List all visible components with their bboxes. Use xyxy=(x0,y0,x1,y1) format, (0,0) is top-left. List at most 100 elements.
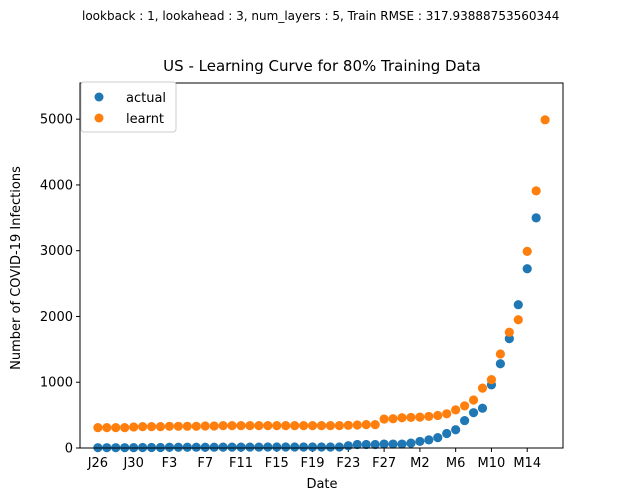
point-actual xyxy=(406,438,416,448)
point-actual xyxy=(513,300,523,310)
legend-box xyxy=(80,81,177,133)
point-actual xyxy=(379,439,389,449)
point-actual xyxy=(370,439,380,450)
point-learnt xyxy=(307,421,318,431)
chart-title: US - Learning Curve for 80% Training Dat… xyxy=(163,57,481,75)
point-actual xyxy=(182,442,192,452)
figure-suptitle: lookback : 1, lookahead : 3, num_layers … xyxy=(82,9,560,23)
point-learnt xyxy=(182,421,192,431)
y-tick-label: 0 xyxy=(65,442,73,457)
point-actual xyxy=(138,442,148,453)
point-learnt xyxy=(155,422,166,432)
point-actual xyxy=(164,442,175,452)
x-tick-label: F23 xyxy=(336,456,360,471)
point-learnt xyxy=(120,423,130,433)
point-learnt xyxy=(209,421,219,431)
point-learnt xyxy=(433,410,443,421)
point-learnt xyxy=(245,421,255,431)
point-learnt xyxy=(173,421,183,431)
point-learnt xyxy=(388,414,398,424)
x-tick-label: F3 xyxy=(162,456,178,471)
point-learnt xyxy=(218,421,228,431)
point-actual xyxy=(531,213,541,223)
y-tick-label: 1000 xyxy=(40,376,73,391)
point-actual xyxy=(468,408,479,418)
point-learnt xyxy=(352,420,362,430)
point-learnt xyxy=(111,423,121,433)
point-learnt xyxy=(93,423,103,433)
point-actual xyxy=(307,442,318,452)
point-learnt xyxy=(236,421,246,431)
y-tick-label: 5000 xyxy=(40,113,73,128)
point-learnt xyxy=(522,246,532,256)
x-tick-label: F7 xyxy=(197,456,213,471)
point-actual xyxy=(495,359,505,369)
point-learnt xyxy=(281,421,291,431)
point-actual xyxy=(290,442,300,452)
point-actual xyxy=(227,442,237,452)
point-learnt xyxy=(531,186,541,196)
point-actual xyxy=(442,428,452,439)
legend: actual learnt xyxy=(80,81,177,133)
point-actual xyxy=(218,442,228,452)
point-actual xyxy=(236,442,246,452)
legend-label-actual: actual xyxy=(126,91,166,106)
point-learnt xyxy=(299,421,309,431)
point-actual xyxy=(325,442,336,452)
x-tick-label: F15 xyxy=(265,456,289,471)
point-learnt xyxy=(406,412,416,423)
point-learnt xyxy=(442,409,452,419)
point-actual xyxy=(146,442,157,453)
y-tick-label: 4000 xyxy=(40,178,73,193)
point-learnt xyxy=(272,421,282,431)
point-learnt xyxy=(504,327,514,337)
point-actual xyxy=(522,264,532,274)
point-actual xyxy=(254,442,264,452)
point-learnt xyxy=(290,421,300,431)
x-tick-label: M2 xyxy=(410,456,430,471)
point-actual xyxy=(155,442,166,453)
point-actual xyxy=(334,442,344,452)
x-tick-label: M14 xyxy=(513,456,541,471)
x-axis-label: Date xyxy=(306,477,337,492)
point-learnt xyxy=(343,420,353,430)
x-tick-label: M10 xyxy=(478,456,506,471)
point-actual xyxy=(433,433,443,443)
point-actual xyxy=(352,439,362,450)
point-learnt xyxy=(146,422,157,432)
x-tick-label: F27 xyxy=(372,456,396,471)
point-learnt xyxy=(477,383,488,393)
y-tick-label: 3000 xyxy=(40,244,73,259)
point-learnt xyxy=(200,421,210,431)
point-actual xyxy=(343,441,353,451)
point-learnt xyxy=(191,421,201,431)
point-learnt xyxy=(370,420,380,430)
point-actual xyxy=(361,439,371,450)
point-learnt xyxy=(325,421,336,431)
x-axis-ticks: J26 J30 F3 F7 F11 F15 F19 F23 F27 M2 M6 M10 M14 xyxy=(87,448,541,471)
point-learnt xyxy=(486,375,497,385)
point-learnt xyxy=(129,422,139,432)
x-tick-label: F11 xyxy=(229,456,253,471)
point-learnt xyxy=(495,349,505,359)
point-learnt xyxy=(451,405,461,415)
point-actual xyxy=(388,439,398,449)
point-learnt xyxy=(460,401,470,411)
point-learnt xyxy=(102,423,112,433)
point-actual xyxy=(191,442,201,452)
point-learnt xyxy=(415,412,425,422)
plot-frame xyxy=(79,82,564,449)
point-actual xyxy=(477,403,488,413)
x-tick-label: M6 xyxy=(446,456,466,471)
x-tick-label: J26 xyxy=(87,456,108,471)
point-actual xyxy=(173,442,183,452)
point-learnt xyxy=(540,115,550,125)
point-actual xyxy=(397,439,407,449)
point-actual xyxy=(424,435,434,445)
point-actual xyxy=(281,442,291,452)
x-tick-label: J30 xyxy=(122,456,143,471)
point-learnt xyxy=(138,422,148,432)
point-learnt xyxy=(334,421,344,431)
y-tick-label: 2000 xyxy=(40,310,73,325)
